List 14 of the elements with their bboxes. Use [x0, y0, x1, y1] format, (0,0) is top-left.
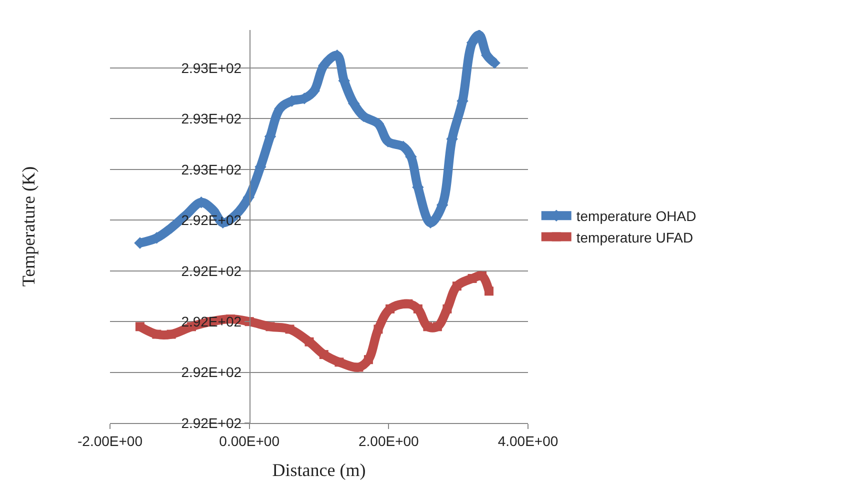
y-tick-label: 2.93E+02 [181, 161, 242, 178]
y-tick-label: 2.92E+02 [181, 364, 242, 380]
y-tick-label: 2.93E+02 [181, 110, 242, 127]
legend-label: temperature OHAD [576, 208, 696, 224]
y-tick-label: 2.92E+02 [181, 262, 242, 279]
x-tick-label: 2.00E+00 [358, 432, 420, 449]
x-tick-label: 4.00E+00 [498, 432, 558, 449]
y-tick-label: 2.92E+02 [181, 414, 242, 431]
x-axis-title: Distance (m) [272, 460, 366, 480]
x-tick-label: 0.00E+00 [219, 432, 280, 449]
x-tick-label: -2.00E+00 [78, 432, 143, 449]
y-tick-label: 2.93E+02 [181, 60, 242, 76]
legend-label: temperature UFAD [576, 229, 694, 246]
y-axis-title: Temperature (K) [18, 166, 38, 287]
